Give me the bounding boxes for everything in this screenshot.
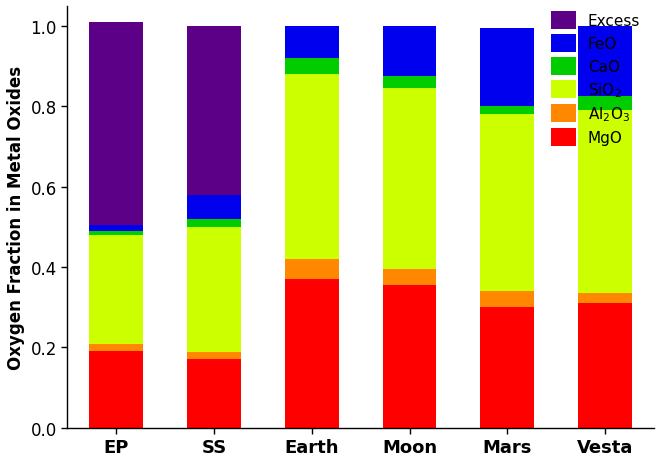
Bar	[481, 292, 534, 307]
Bar	[481, 29, 534, 107]
Bar	[578, 27, 632, 97]
Bar	[578, 111, 632, 294]
Bar	[187, 352, 241, 360]
Bar	[187, 195, 241, 219]
Bar	[481, 115, 534, 292]
Bar	[383, 286, 436, 428]
Bar	[285, 59, 338, 75]
Bar	[383, 269, 436, 286]
Bar	[285, 75, 338, 259]
Bar	[285, 27, 338, 59]
Bar	[187, 227, 241, 352]
Bar	[578, 97, 632, 111]
Bar	[187, 360, 241, 428]
Bar	[285, 259, 338, 280]
Bar	[481, 307, 534, 428]
Bar	[89, 23, 143, 225]
Bar	[89, 344, 143, 351]
Bar	[187, 27, 241, 195]
Legend: Excess, FeO, CaO, SiO$_2$, Al$_2$O$_3$, MgO: Excess, FeO, CaO, SiO$_2$, Al$_2$O$_3$, …	[545, 6, 646, 153]
Bar	[383, 89, 436, 269]
Bar	[285, 280, 338, 428]
Bar	[187, 219, 241, 227]
Bar	[89, 351, 143, 428]
Bar	[578, 303, 632, 428]
Y-axis label: Oxygen Fraction in Metal Oxides: Oxygen Fraction in Metal Oxides	[7, 66, 25, 369]
Bar	[481, 107, 534, 115]
Bar	[89, 225, 143, 232]
Bar	[89, 235, 143, 344]
Bar	[578, 294, 632, 303]
Bar	[89, 232, 143, 235]
Bar	[383, 77, 436, 89]
Bar	[383, 27, 436, 77]
